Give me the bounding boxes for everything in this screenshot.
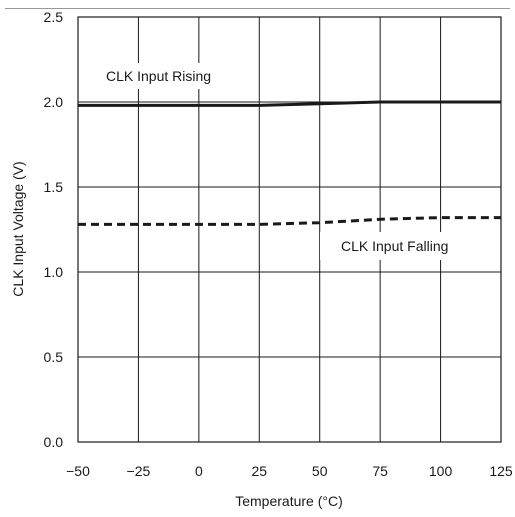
y-tick-label: 0.0: [44, 434, 64, 450]
series-layer: [78, 100, 501, 226]
rising-label-bg: [98, 63, 246, 89]
rising-series-label: CLK Input Rising: [106, 68, 211, 84]
x-tick-label: 0: [195, 463, 203, 479]
y-tick-label: 0.5: [44, 349, 64, 365]
rising-series-line: [78, 100, 501, 107]
y-tick-label: 2.5: [44, 9, 64, 25]
x-tick-label: 50: [312, 463, 328, 479]
x-tick-label: 25: [251, 463, 267, 479]
y-tick-label: 1.5: [44, 179, 64, 195]
x-tick-label: 100: [429, 463, 453, 479]
falling-label-bg: [320, 232, 480, 260]
y-tick-label: 2.0: [44, 94, 64, 110]
y-tick-label: 1.0: [44, 264, 64, 280]
x-axis-title: Temperature (°C): [235, 493, 343, 509]
x-tick-label: −25: [127, 463, 151, 479]
x-tick-label: −50: [66, 463, 90, 479]
x-tick-labels: −50 −25 0 25 50 75 100 125: [66, 463, 513, 479]
y-tick-labels: 0.0 0.5 1.0 1.5 2.0 2.5: [44, 9, 64, 450]
y-axis-title: CLK Input Voltage (V): [10, 161, 26, 296]
falling-series-line: [78, 216, 501, 226]
x-tick-label: 75: [372, 463, 388, 479]
x-tick-label: 125: [489, 463, 513, 479]
falling-series-label: CLK Input Falling: [341, 238, 448, 254]
plot-frame: [77, 16, 502, 443]
